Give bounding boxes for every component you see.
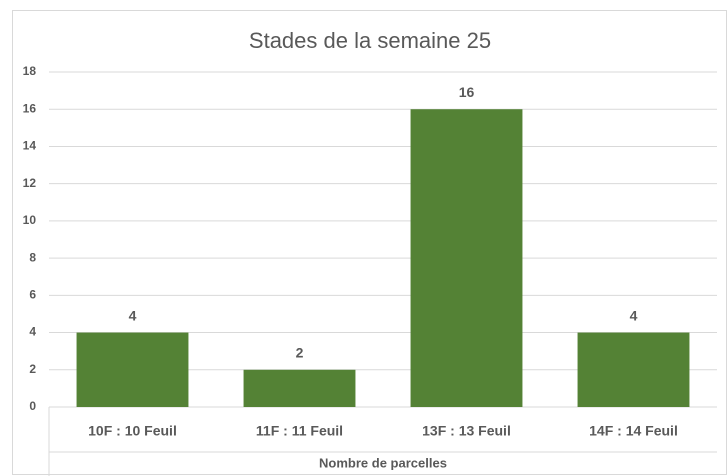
y-tick-label: 16 xyxy=(23,101,37,115)
y-tick-label: 14 xyxy=(23,139,37,153)
y-tick-label: 18 xyxy=(23,64,37,78)
bar xyxy=(76,332,189,407)
y-tick-label: 6 xyxy=(29,288,36,302)
y-tick-label: 10 xyxy=(23,213,37,227)
bar xyxy=(577,332,690,407)
data-label: 2 xyxy=(296,344,304,360)
x-tick-label: 13F : 13 Feuil xyxy=(422,423,511,439)
x-axis-label: Nombre de parcelles xyxy=(319,455,447,470)
bar xyxy=(410,109,523,407)
y-tick-label: 2 xyxy=(29,362,36,376)
bar xyxy=(243,369,356,407)
data-label: 16 xyxy=(459,84,475,100)
y-tick-label: 8 xyxy=(29,250,36,264)
data-label: 4 xyxy=(129,307,137,323)
x-tick-label: 10F : 10 Feuil xyxy=(88,423,177,439)
x-tick-label: 11F : 11 Feuil xyxy=(256,423,343,439)
y-tick-label: 4 xyxy=(29,325,36,339)
y-tick-label: 0 xyxy=(29,399,36,413)
y-tick-label: 12 xyxy=(23,176,37,190)
x-tick-label: 14F : 14 Feuil xyxy=(589,423,678,439)
data-label: 4 xyxy=(630,307,638,323)
chart-title: Stades de la semaine 25 xyxy=(249,28,491,53)
